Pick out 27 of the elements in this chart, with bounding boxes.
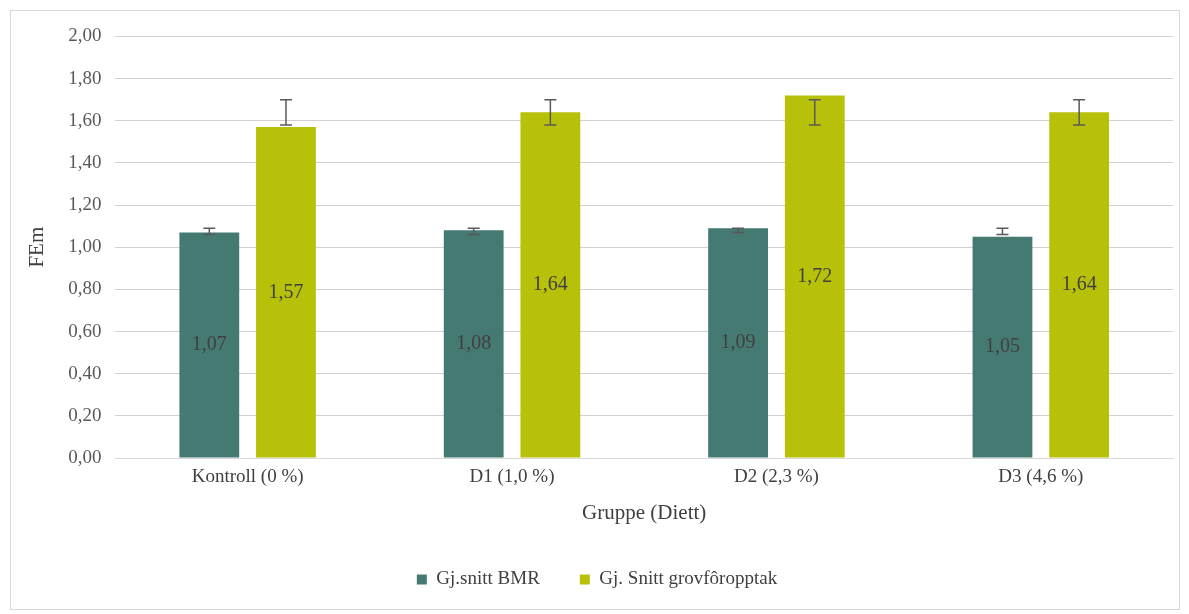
y-tick-label: 0,60 xyxy=(68,319,102,341)
y-tick-label: 1,40 xyxy=(68,150,102,172)
y-tick-label: 1,80 xyxy=(68,66,102,88)
data-label: 1,64 xyxy=(1061,272,1097,295)
data-label: 1,07 xyxy=(191,332,227,355)
y-tick-label: 0,20 xyxy=(68,403,102,425)
data-label: 1,72 xyxy=(797,263,833,286)
y-tick-label: 0,40 xyxy=(68,361,102,383)
x-tick-label: D3 (4,6 %) xyxy=(998,465,1084,488)
data-label: 1,05 xyxy=(984,334,1020,357)
data-label: 1,08 xyxy=(456,331,492,354)
x-tick-label: D2 (2,3 %) xyxy=(733,465,819,488)
y-tick-label: 1,00 xyxy=(68,235,102,257)
x-tick-label: Kontroll (0 %) xyxy=(191,465,304,488)
y-axis-title: FEm xyxy=(24,226,49,268)
x-tick-label: D1 (1,0 %) xyxy=(469,465,555,488)
x-axis-title: Gruppe (Diett) xyxy=(582,499,707,524)
y-tick-label: 1,60 xyxy=(68,108,102,130)
data-label: 1,09 xyxy=(720,330,756,353)
y-tick-label: 0,80 xyxy=(68,277,102,299)
y-tick-label: 0,00 xyxy=(68,445,102,467)
data-label: 1,64 xyxy=(532,272,568,295)
y-tick-label: 1,20 xyxy=(68,193,102,215)
data-label: 1,57 xyxy=(268,279,304,302)
y-tick-label: 2,00 xyxy=(68,24,102,46)
legend-label: Gj. Snitt grovfôropptak xyxy=(599,567,778,589)
legend-label: Gj.snitt BMR xyxy=(436,567,541,589)
